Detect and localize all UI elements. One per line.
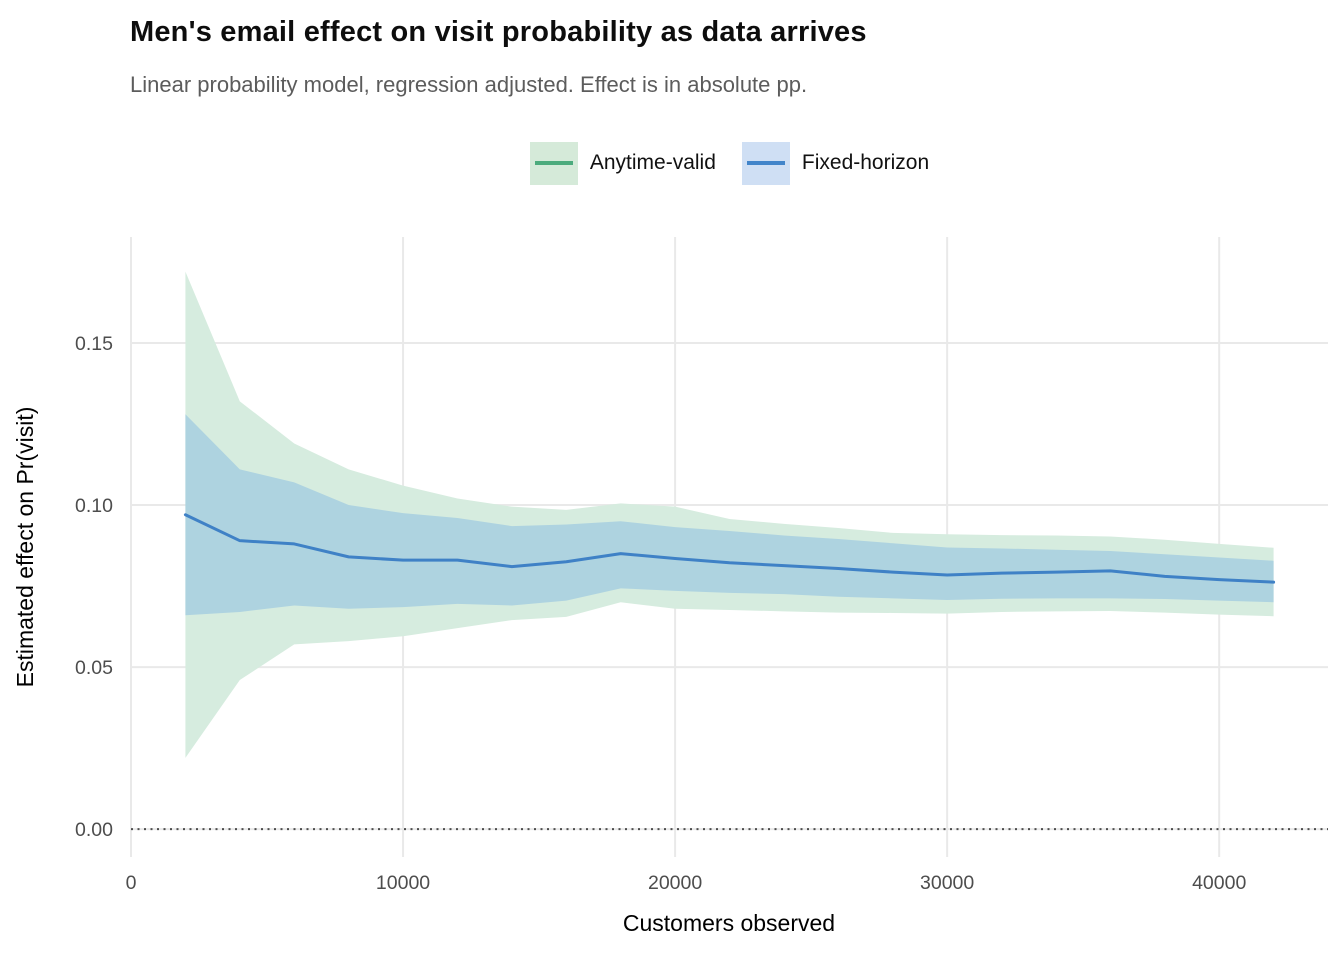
y-axis-tick-labels: 0.00 0.05 0.10 0.15 — [75, 333, 113, 841]
fixed-horizon-ribbon — [185, 414, 1274, 616]
x-tick-label: 40000 — [1192, 872, 1246, 894]
legend-key-line — [534, 161, 573, 165]
x-tick-label: 30000 — [920, 872, 974, 894]
chart-title: Men's email effect on visit probability … — [130, 16, 867, 48]
x-tick-label: 0 — [126, 872, 137, 894]
legend-key-swatch — [741, 141, 790, 185]
legend-key-line — [746, 161, 785, 165]
y-tick-label: 0.10 — [75, 495, 113, 517]
legend-item: Fixed-horizon — [741, 141, 930, 185]
y-axis-title: Estimated effect on Pr(visit) — [12, 407, 38, 688]
y-tick-label: 0.00 — [75, 819, 113, 841]
legend-label: Fixed-horizon — [801, 151, 930, 174]
legend-key-swatch — [529, 141, 578, 185]
estimate-line — [183, 513, 1276, 584]
legend: Anytime-valid Fixed-horizon — [131, 139, 1328, 187]
x-axis-title: Customers observed — [623, 910, 835, 936]
legend-label: Anytime-valid — [589, 151, 716, 174]
legend-item: Anytime-valid — [529, 141, 716, 185]
x-tick-label: 10000 — [376, 872, 430, 894]
x-axis-tick-labels: 0 10000 20000 30000 40000 — [126, 872, 1247, 894]
y-tick-label: 0.05 — [75, 657, 113, 679]
y-tick-label: 0.15 — [75, 333, 113, 355]
chart-subtitle: Linear probability model, regression adj… — [130, 72, 808, 97]
x-tick-label: 20000 — [648, 872, 702, 894]
